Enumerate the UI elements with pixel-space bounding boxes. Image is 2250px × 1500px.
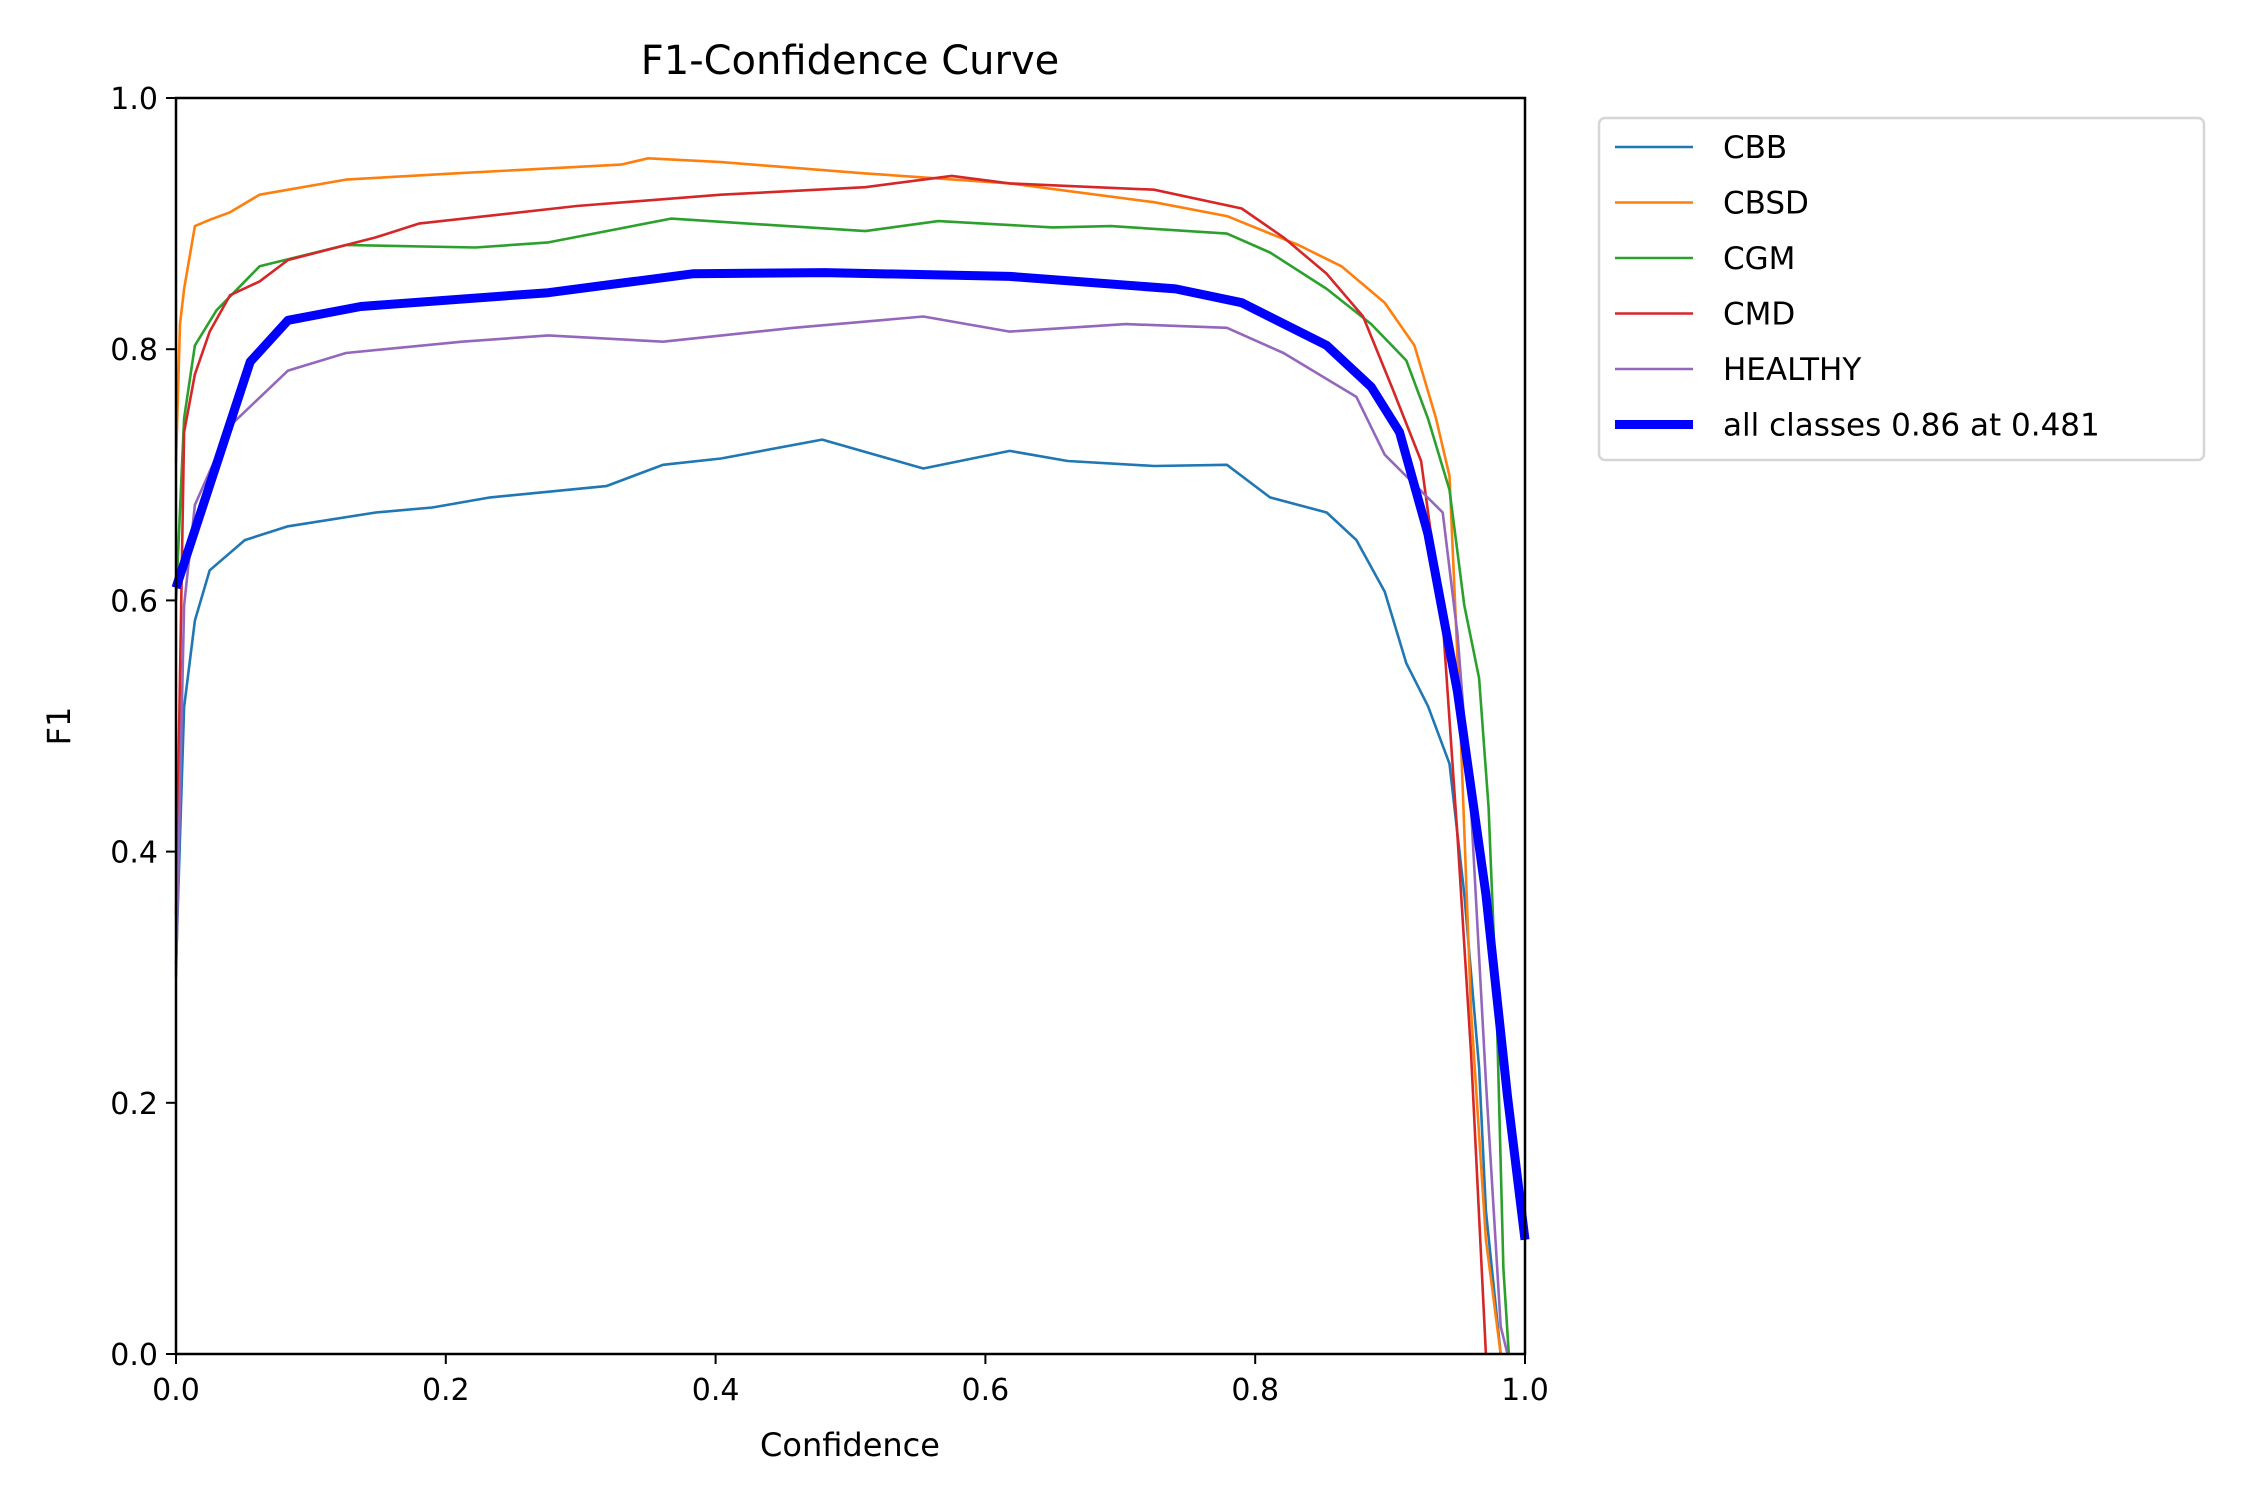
y-tick-label: 0.6 [110, 584, 158, 619]
x-tick-label: 1.0 [1501, 1373, 1549, 1408]
legend-label: all classes 0.86 at 0.481 [1723, 408, 2100, 444]
y-tick-label: 0.4 [110, 836, 158, 871]
legend: CBB CBSD CGM CMD HEALTHY all classes 0.86 at … [1597, 116, 2206, 462]
plot-lines [171, 157, 1530, 1355]
legend-box [1597, 116, 2206, 462]
series-line-cbb [174, 438, 1502, 1355]
series-line-cgm [174, 217, 1511, 1355]
chart-title: F1-Confidence Curve [641, 38, 1060, 84]
x-axis-label: Confidence [760, 1426, 940, 1464]
y-tick-label: 1.0 [110, 82, 158, 117]
x-tick-label: 0.4 [692, 1373, 740, 1408]
series-line-cmd [174, 174, 1488, 1355]
legend-label: CGM [1723, 241, 1795, 277]
legend-label: CBSD [1723, 186, 1809, 222]
y-tick-label: 0.2 [110, 1087, 158, 1122]
x-tick-label: 0.2 [422, 1373, 470, 1408]
y-tick-label: 0.8 [110, 333, 158, 368]
axes-frame [174, 96, 1527, 1356]
axis-ticks: 0.0 0.2 0.4 0.6 0.8 1.0 0.0 0.2 0.4 0.6 0.8 1.0 [110, 82, 1549, 1408]
legend-label: CBB [1723, 130, 1787, 166]
series-line-healthy [174, 315, 1509, 1355]
x-tick-label: 0.6 [962, 1373, 1010, 1408]
x-tick-label: 0.8 [1231, 1373, 1279, 1408]
series-line-all [171, 268, 1530, 1241]
y-axis-label: F1 [40, 707, 78, 746]
legend-label: CMD [1723, 297, 1795, 333]
y-tick-label: 0.0 [110, 1338, 158, 1373]
x-tick-label: 0.0 [152, 1373, 200, 1408]
legend-label: HEALTHY [1723, 352, 1861, 388]
